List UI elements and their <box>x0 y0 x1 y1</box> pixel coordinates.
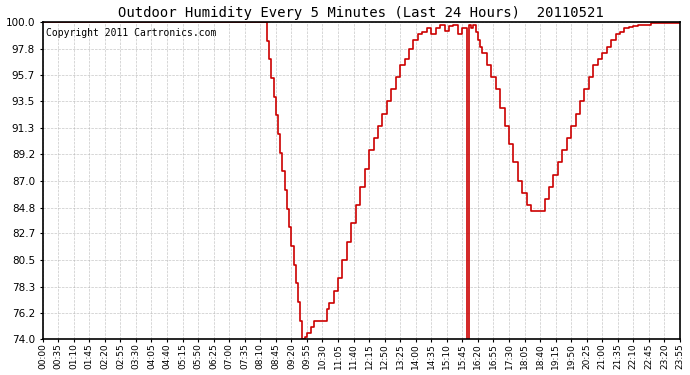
Title: Outdoor Humidity Every 5 Minutes (Last 24 Hours)  20110521: Outdoor Humidity Every 5 Minutes (Last 2… <box>119 6 604 20</box>
Text: Copyright 2011 Cartronics.com: Copyright 2011 Cartronics.com <box>46 28 216 39</box>
